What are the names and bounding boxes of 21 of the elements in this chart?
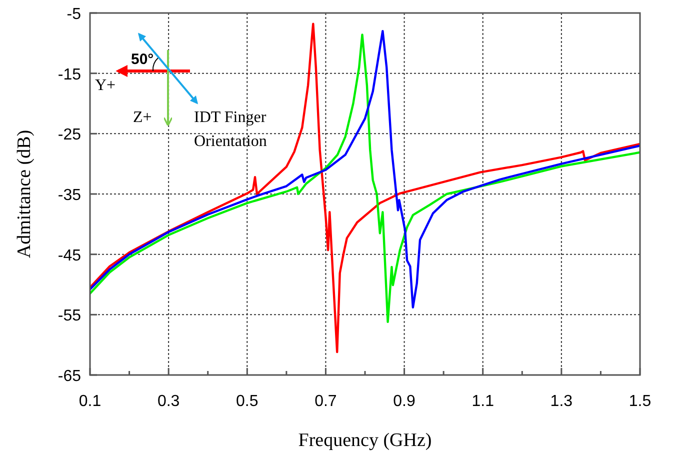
x-tick-label: 1.1 — [472, 393, 494, 410]
annotation: Z+ — [133, 109, 152, 126]
y-axis-title: Admittance (dB) — [14, 130, 35, 258]
annotation: 50° — [131, 51, 154, 68]
x-tick-label: 0.9 — [393, 393, 416, 410]
x-tick-label: 0.7 — [314, 393, 337, 410]
y-tick-label: -25 — [58, 126, 82, 144]
y-tick-label: -15 — [58, 66, 82, 84]
x-tick-label: 1.3 — [550, 393, 573, 410]
y-tick-label: -55 — [58, 308, 82, 325]
y-tick-label: -45 — [58, 247, 82, 264]
x-tick-label: 0.5 — [236, 393, 258, 410]
annotation: IDT Finger Orientation — [194, 109, 267, 150]
y-tick-label: -5 — [66, 6, 82, 23]
x-tick-label: 0.3 — [157, 393, 180, 410]
y-tick-label: -35 — [58, 187, 82, 204]
annotation: Y+ — [95, 77, 116, 94]
x-axis-title: Frequency (GHz) — [298, 430, 432, 451]
x-tick-label: 0.1 — [78, 393, 102, 410]
x-tick-label: 1.5 — [628, 393, 652, 410]
y-tick-label: -65 — [58, 368, 82, 385]
